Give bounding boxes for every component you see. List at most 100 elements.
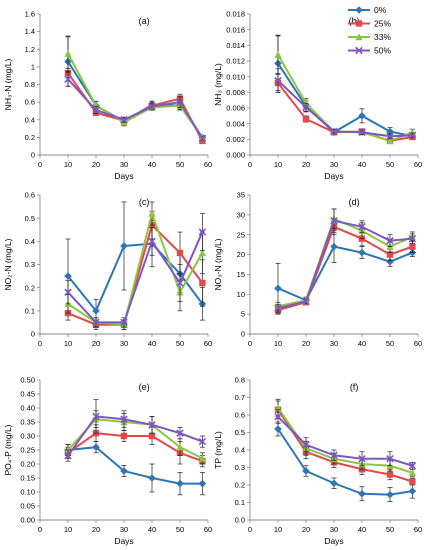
data-point bbox=[198, 454, 206, 462]
marker-x-stroke bbox=[92, 318, 100, 327]
marker-x-stroke bbox=[274, 76, 282, 85]
data-point bbox=[198, 249, 206, 257]
data-point bbox=[92, 307, 100, 315]
y-axis-title: NO₃-N (mg/L) bbox=[213, 238, 223, 290]
marker-x-stroke bbox=[355, 46, 363, 55]
data-point bbox=[92, 106, 100, 114]
data-point bbox=[330, 127, 338, 136]
data-point bbox=[198, 228, 207, 236]
x-tick-label: 50 bbox=[176, 339, 184, 348]
series-line bbox=[67, 432, 203, 463]
y-tick-label: 0.2 bbox=[25, 133, 35, 142]
data-point bbox=[198, 479, 207, 488]
x-tick-label: 40 bbox=[148, 525, 156, 534]
series-50pct bbox=[64, 399, 207, 462]
data-point bbox=[64, 75, 72, 83]
x-tick-label: 60 bbox=[414, 160, 422, 169]
marker-x-stroke bbox=[64, 288, 72, 297]
marker-x-stroke bbox=[330, 451, 338, 460]
y-tick-label: 1.4 bbox=[25, 27, 35, 36]
x-tick-label: 60 bbox=[204, 339, 212, 348]
chart-panel-3: 0 0.1 0.2 0.3 0.4 0.5 0.6 0 10 20 30 40 50 60 NO₂-N (m… bbox=[3, 191, 212, 348]
series-line bbox=[67, 53, 204, 138]
data-point bbox=[386, 257, 394, 266]
series-25pct bbox=[274, 218, 416, 315]
series-line bbox=[67, 242, 204, 313]
panel-label: (f) bbox=[350, 382, 359, 392]
y-tick-label: 5 bbox=[241, 310, 245, 319]
x-tick-label: 20 bbox=[302, 339, 310, 348]
y-tick-label: 0.3 bbox=[235, 463, 245, 472]
marker-x-stroke bbox=[358, 128, 366, 137]
data-point bbox=[120, 318, 128, 327]
y-tick-label: 0.45 bbox=[20, 390, 35, 399]
data-point bbox=[274, 76, 282, 85]
data-point bbox=[274, 304, 282, 312]
series-line bbox=[277, 62, 413, 138]
data-point bbox=[64, 272, 72, 280]
y-tick-label: 30 bbox=[237, 210, 245, 219]
data-point bbox=[386, 454, 394, 463]
data-point bbox=[409, 478, 416, 485]
y-tick-label: 0.20 bbox=[20, 460, 35, 469]
y-tick-label: 0.7 bbox=[235, 393, 245, 402]
panel-label: (c) bbox=[139, 197, 150, 207]
y-axis-title: TP (mg/L) bbox=[213, 431, 223, 469]
data-point bbox=[120, 115, 128, 124]
data-point bbox=[302, 103, 310, 111]
data-point bbox=[148, 432, 156, 440]
legend-item: 50% bbox=[348, 46, 391, 56]
legend-label: 33% bbox=[374, 32, 391, 42]
x-tick-label: 30 bbox=[120, 525, 128, 534]
series-50pct bbox=[64, 71, 207, 143]
data-point bbox=[148, 209, 156, 217]
marker-x-stroke bbox=[386, 454, 394, 463]
series-0pct bbox=[274, 230, 417, 314]
series-50pct bbox=[274, 208, 417, 313]
y-tick-label: 0.15 bbox=[20, 474, 35, 483]
data-point bbox=[199, 279, 206, 287]
data-point bbox=[120, 242, 128, 250]
x-tick-label: 10 bbox=[274, 160, 282, 169]
series-line bbox=[67, 231, 204, 324]
data-point bbox=[330, 242, 338, 251]
data-point bbox=[64, 451, 72, 460]
marker-x-stroke bbox=[92, 412, 100, 421]
y-tick-label: 0.30 bbox=[20, 432, 35, 441]
y-tick-label: 0.2 bbox=[235, 481, 245, 490]
legend-marker bbox=[355, 20, 363, 27]
series-0pct bbox=[274, 35, 417, 140]
marker-x-stroke bbox=[176, 279, 184, 287]
data-point bbox=[92, 443, 100, 451]
chart-panel-4: 0 5 10 15 20 25 30 35 0 10 20 30 40 50 60 NO₃-N (mg/L) (… bbox=[213, 191, 422, 348]
x-tick-label: 10 bbox=[274, 339, 282, 348]
data-point bbox=[176, 98, 184, 106]
marker-x-stroke bbox=[148, 102, 156, 111]
data-point bbox=[148, 102, 156, 111]
data-point bbox=[408, 487, 417, 495]
data-point bbox=[386, 137, 394, 145]
data-point bbox=[198, 134, 207, 143]
x-axis-title: Days bbox=[324, 171, 343, 181]
series-0pct bbox=[64, 201, 207, 323]
chart-panel-5: 0.00 0.05 0.10 0.15 0.20 0.25 0.30 0.35 0.40 0.45… bbox=[3, 376, 212, 546]
data-point bbox=[330, 479, 338, 488]
y-tick-label: 0.35 bbox=[20, 418, 35, 427]
y-tick-label: 0.008 bbox=[226, 88, 245, 97]
x-tick-label: 60 bbox=[414, 525, 422, 534]
x-axis-title: Days bbox=[324, 536, 343, 546]
marker-x-stroke bbox=[274, 412, 282, 421]
y-tick-label: 0.1 bbox=[235, 498, 245, 507]
marker-x-stroke bbox=[302, 103, 310, 111]
x-tick-label: 60 bbox=[204, 525, 212, 534]
series-33pct bbox=[64, 410, 206, 465]
y-tick-label: 0.018 bbox=[226, 10, 245, 19]
y-axis-title: NH₃ (mg/L) bbox=[213, 63, 223, 106]
y-axis-title: NO₂-N (mg/L) bbox=[3, 238, 13, 290]
y-tick-label: 0.000 bbox=[226, 151, 245, 160]
x-axis-title: Days bbox=[114, 171, 133, 181]
x-tick-label: 20 bbox=[302, 160, 310, 169]
data-point bbox=[358, 112, 366, 120]
series-line bbox=[67, 78, 204, 139]
